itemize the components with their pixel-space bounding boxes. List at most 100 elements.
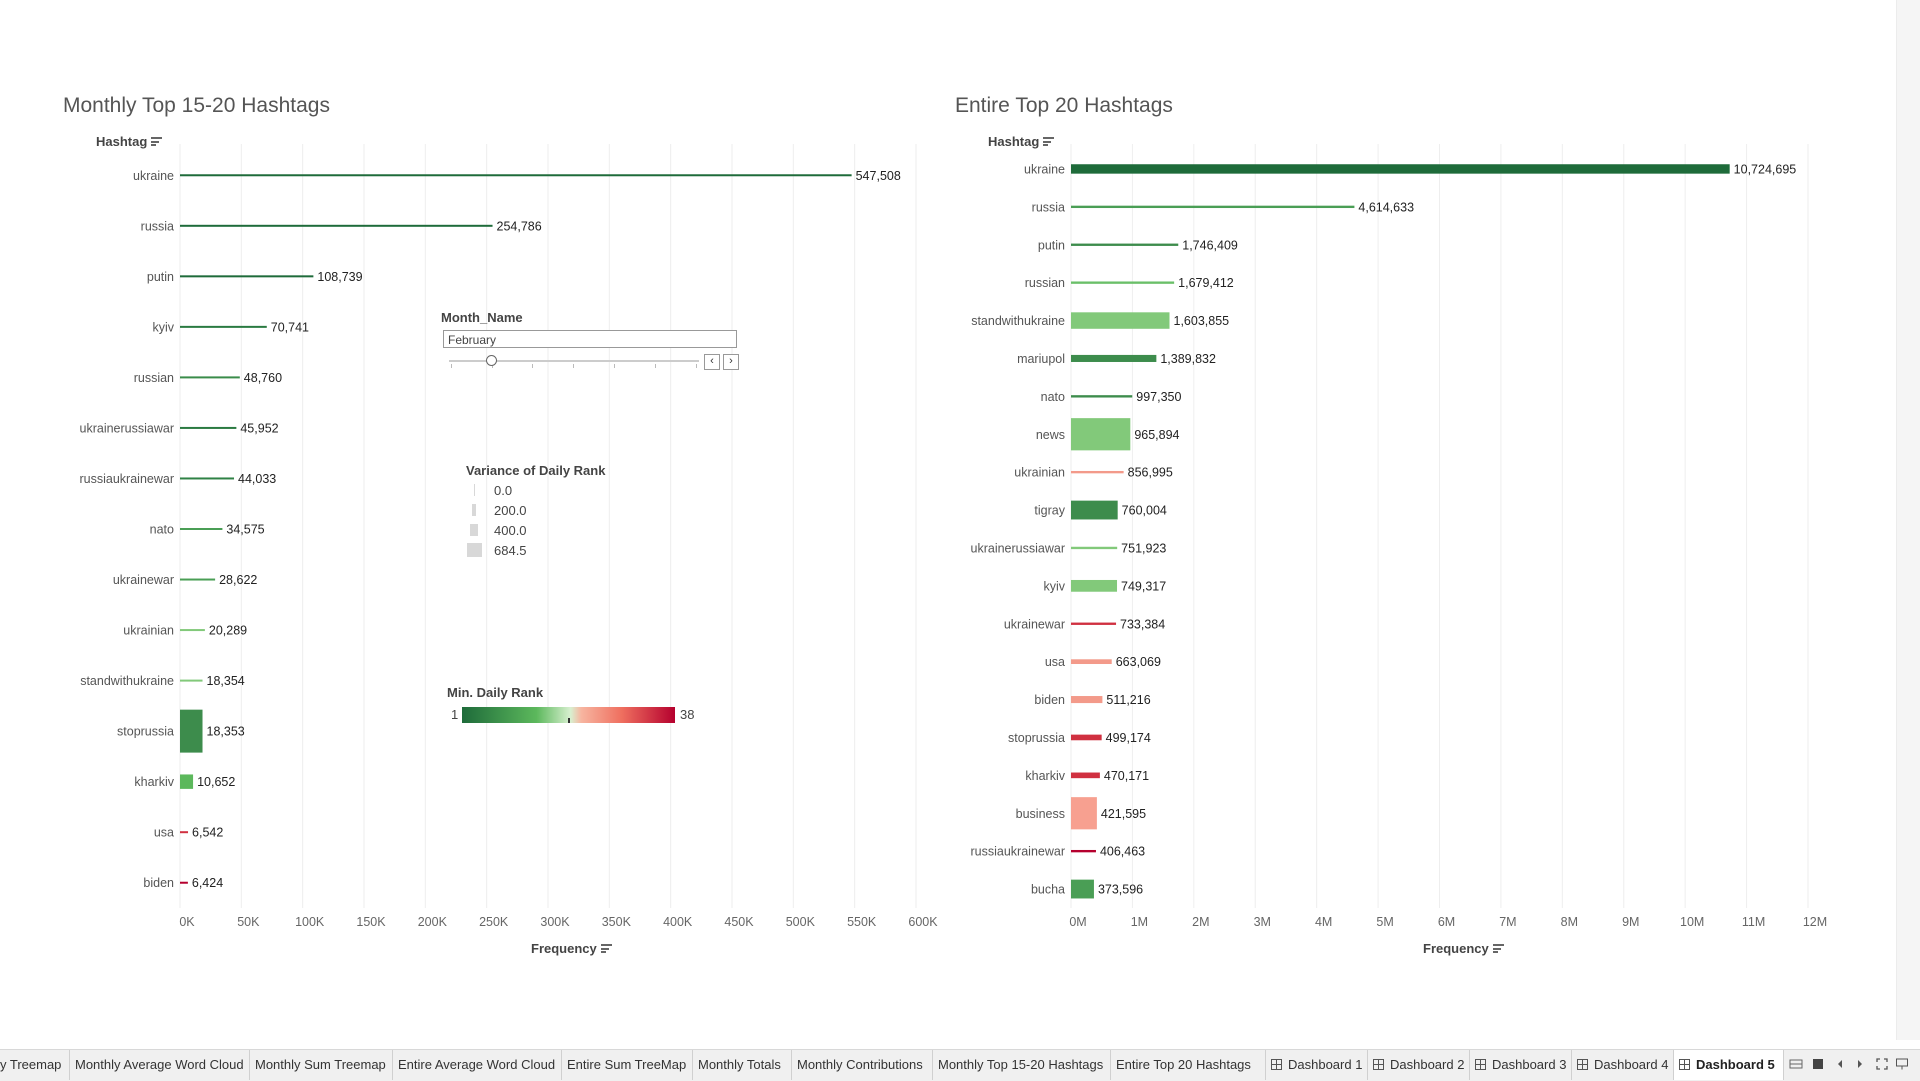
tab-entire-top-hashtags[interactable]: Entire Top 20 Hashtags [1111,1050,1266,1080]
left-chart-bar[interactable] [180,679,203,682]
dashboard-icon [1679,1059,1690,1070]
left-chart-bar[interactable] [180,477,235,480]
color-legend-marker [568,718,570,723]
right-chart-bar[interactable] [1071,546,1118,550]
left-chart-x-tick-label: 50K [237,915,260,929]
color-legend-gradient [462,707,675,723]
right-chart-bar[interactable] [1071,418,1131,451]
right-chart-value-label: 663,069 [1116,655,1161,669]
right-chart-category-label: russiaukrainewar [971,845,1065,859]
size-legend-item: 400.0 [466,522,527,538]
right-chart-bar[interactable] [1071,734,1102,741]
left-chart-category-label: nato [150,523,174,537]
left-chart-x-tick-label: 600K [908,915,938,929]
tab-entire-average-word-cloud[interactable]: Entire Average Word Cloud [393,1050,562,1080]
right-chart-category-label: tigray [1034,504,1065,518]
left-chart-bar[interactable] [180,881,188,884]
left-chart-bar[interactable] [180,831,189,834]
right-chart-bar[interactable] [1071,879,1094,899]
left-chart-bar[interactable] [180,578,216,581]
right-chart-bar[interactable] [1071,281,1175,284]
right-chart-bar[interactable] [1071,354,1157,362]
right-chart-x-tick-label: 3M [1254,915,1271,929]
left-chart-bar[interactable] [180,774,194,789]
left-chart-bar[interactable] [180,376,240,379]
right-chart-bar[interactable] [1071,772,1100,779]
month-slider-track[interactable] [449,360,699,362]
left-chart-x-tick-label: 350K [602,915,632,929]
tab-dashboard-4[interactable]: Dashboard 4 [1572,1050,1674,1080]
right-chart-bar[interactable] [1071,659,1112,665]
presentation-icon[interactable] [1895,1057,1909,1071]
chevron-left-icon[interactable]: ‹ [704,354,720,370]
left-chart-bar[interactable] [180,174,852,177]
right-chart-bar[interactable] [1071,164,1730,174]
right-chart-bar[interactable] [1071,470,1124,474]
left-chart-bar[interactable] [180,426,237,429]
left-chart-value-label: 6,424 [192,876,223,890]
tab-dashboard-5[interactable]: Dashboard 5 [1674,1050,1784,1080]
left-chart-bar[interactable] [180,629,205,632]
right-chart-category-label: kharkiv [1025,769,1065,783]
tab-monthly-average-word-cloud[interactable]: Monthly Average Word Cloud [70,1050,250,1080]
left-chart-bar[interactable] [180,528,223,530]
month-slider-thumb[interactable] [486,355,497,366]
right-chart-bar[interactable] [1071,500,1118,520]
left-chart-bar[interactable] [180,325,267,328]
vertical-scrollbar[interactable] [1896,0,1920,1040]
left-chart-bar[interactable] [180,275,314,278]
fullscreen-icon[interactable] [1875,1057,1889,1071]
sort-icon[interactable] [1043,137,1055,146]
right-hashtag-field-label: Hashtag [988,134,1055,149]
month-filter-title: Month_Name [441,310,523,325]
filmstrip-view-icon[interactable] [1811,1057,1825,1071]
monthly-top-hashtags-chart: 0K 50K 100K 150K 200K 250K 300K 350K 400K 450K 500… [80,144,938,929]
tab-entire-sum-treemap[interactable]: Entire Sum TreeMap [562,1050,693,1080]
right-chart-value-label: 1,679,412 [1178,276,1234,290]
tab-label: Monthly Totals [698,1057,781,1072]
right-chart-bar[interactable] [1071,696,1103,704]
slider-tick [696,364,697,368]
right-chart-category-label: russia [1032,200,1065,214]
sort-icon[interactable] [600,944,612,953]
month-filter-input[interactable]: February [443,330,737,348]
right-chart-x-tick-label: 0M [1069,915,1086,929]
tab-dashboard-1[interactable]: Dashboard 1 [1266,1050,1368,1080]
right-chart-bar[interactable] [1071,243,1179,246]
right-chart-x-tick-label: 8M [1561,915,1578,929]
next-sheet-icon[interactable] [1853,1057,1867,1071]
right-chart-category-label: usa [1045,655,1065,669]
right-chart-value-label: 511,216 [1106,693,1150,707]
right-chart-bar[interactable] [1071,622,1117,625]
left-chart-value-label: 18,353 [207,725,245,739]
left-chart-bar[interactable] [180,709,203,753]
right-chart-category-label: stoprussia [1008,731,1065,745]
right-chart-value-label: 997,350 [1136,390,1181,404]
left-chart-category-label: ukrainerussiawar [80,421,174,435]
right-chart-x-tick-label: 12M [1803,915,1827,929]
previous-sheet-icon[interactable] [1833,1057,1847,1071]
tab-label: Monthly Average Word Cloud [75,1057,244,1072]
right-chart-value-label: 406,463 [1100,845,1145,859]
left-chart-value-label: 10,652 [197,775,235,789]
sort-icon[interactable] [151,137,163,146]
tab-dashboard-3[interactable]: Dashboard 3 [1470,1050,1572,1080]
right-chart-bar[interactable] [1071,849,1096,853]
tab-treemap[interactable]: y Treemap [0,1050,70,1080]
right-chart-bar[interactable] [1071,395,1133,398]
chevron-right-icon[interactable]: › [723,354,739,370]
right-chart-bar[interactable] [1071,205,1355,209]
right-chart-bar[interactable] [1071,312,1170,329]
dashboard-icon [1271,1059,1282,1070]
tab-monthly-top-hashtags[interactable]: Monthly Top 15-20 Hashtags [933,1050,1111,1080]
tab-dashboard-2[interactable]: Dashboard 2 [1368,1050,1470,1080]
sort-icon[interactable] [1492,944,1504,953]
tab-monthly-contributions[interactable]: Monthly Contributions [792,1050,933,1080]
tab-monthly-totals[interactable]: Monthly Totals [693,1050,792,1080]
right-chart-bar[interactable] [1071,579,1118,592]
grid-view-icon[interactable] [1789,1057,1803,1071]
right-chart-x-tick-label: 10M [1680,915,1704,929]
left-chart-bar[interactable] [180,224,493,227]
right-chart-bar[interactable] [1071,797,1097,830]
tab-monthly-sum-treemap[interactable]: Monthly Sum Treemap [250,1050,393,1080]
